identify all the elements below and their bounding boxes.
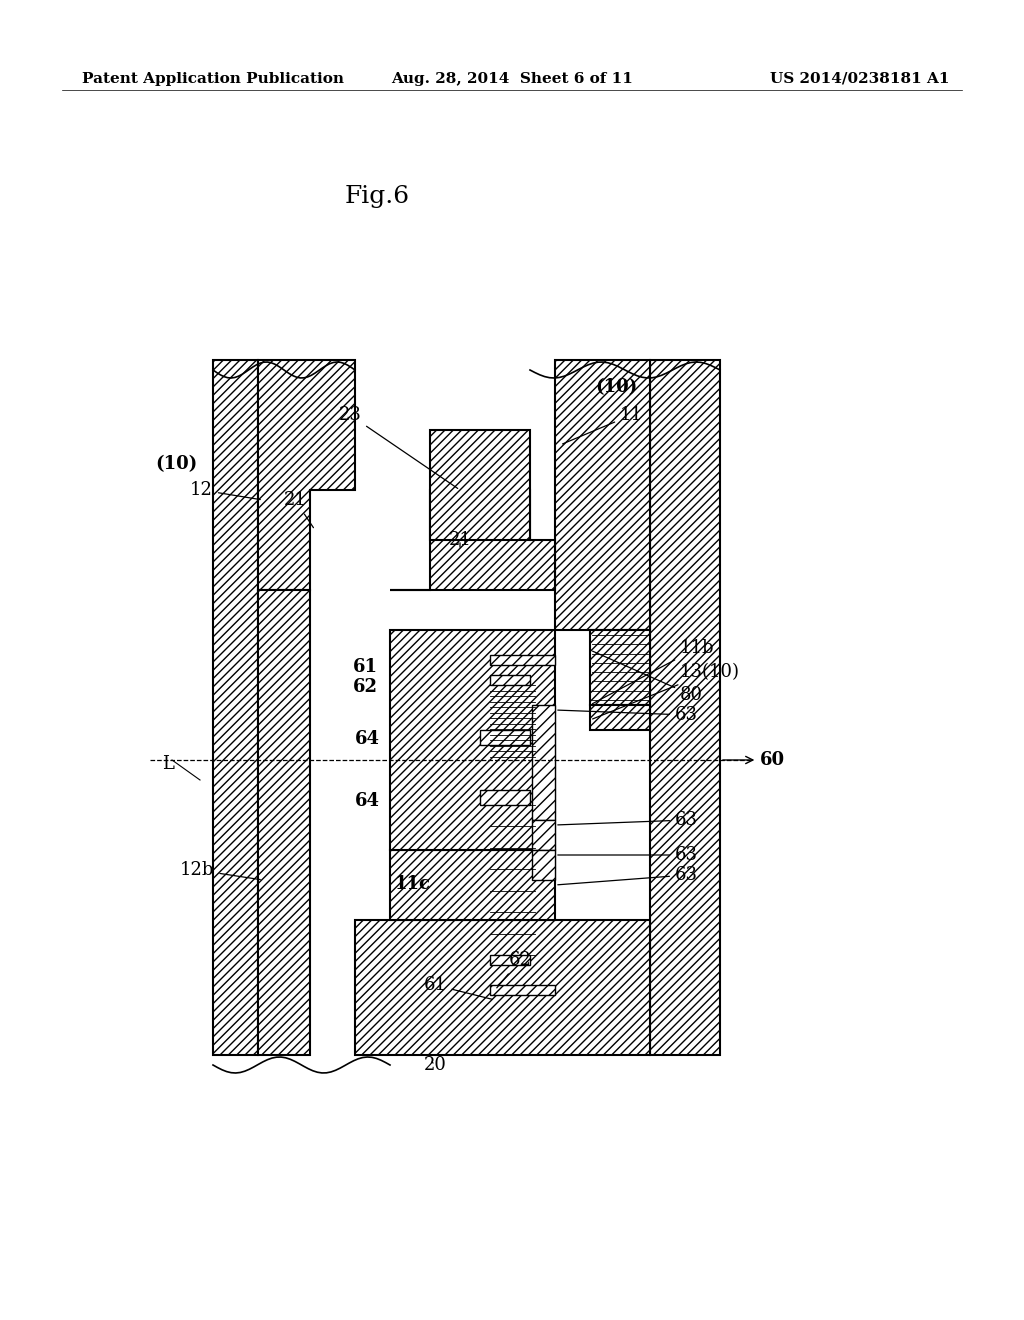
- Text: 80: 80: [593, 651, 703, 704]
- Text: 61: 61: [424, 975, 493, 999]
- Polygon shape: [590, 705, 650, 730]
- Polygon shape: [213, 360, 258, 1055]
- Polygon shape: [258, 360, 355, 590]
- Text: 13(10): 13(10): [593, 663, 740, 719]
- Text: (10): (10): [155, 455, 198, 473]
- Text: 23: 23: [339, 407, 458, 488]
- Text: US 2014/0238181 A1: US 2014/0238181 A1: [770, 73, 950, 86]
- Text: 62: 62: [497, 950, 531, 987]
- Text: 11: 11: [562, 407, 643, 444]
- Text: 63: 63: [558, 810, 698, 829]
- Polygon shape: [590, 630, 650, 705]
- Polygon shape: [532, 850, 555, 880]
- Polygon shape: [390, 490, 555, 590]
- Text: 61: 61: [353, 657, 378, 676]
- Polygon shape: [355, 920, 650, 1055]
- Polygon shape: [430, 430, 530, 540]
- Polygon shape: [490, 655, 555, 665]
- Polygon shape: [532, 705, 555, 820]
- Polygon shape: [480, 730, 530, 744]
- Text: 21: 21: [449, 531, 471, 549]
- Polygon shape: [490, 675, 530, 685]
- Polygon shape: [555, 360, 650, 630]
- Text: (10): (10): [595, 378, 637, 396]
- Polygon shape: [390, 630, 555, 850]
- Text: 64: 64: [355, 792, 380, 810]
- Polygon shape: [490, 954, 530, 965]
- Text: 60: 60: [723, 751, 785, 770]
- Text: Aug. 28, 2014  Sheet 6 of 11: Aug. 28, 2014 Sheet 6 of 11: [391, 73, 633, 86]
- Text: 64: 64: [355, 730, 380, 748]
- Text: 12b: 12b: [180, 861, 260, 879]
- Text: 11c: 11c: [395, 875, 431, 894]
- Text: Fig.6: Fig.6: [345, 185, 411, 209]
- Text: 62: 62: [353, 678, 378, 696]
- Text: 21: 21: [284, 491, 313, 528]
- Text: 63: 63: [558, 706, 698, 723]
- Text: 63: 63: [558, 846, 698, 865]
- Text: 63: 63: [558, 866, 698, 884]
- Polygon shape: [480, 789, 530, 805]
- Text: L: L: [162, 755, 174, 774]
- Text: 20: 20: [424, 1056, 446, 1074]
- Polygon shape: [490, 985, 555, 995]
- Text: 11b: 11b: [593, 639, 715, 704]
- Polygon shape: [258, 590, 310, 1055]
- Polygon shape: [532, 820, 555, 850]
- Text: 12: 12: [190, 480, 260, 499]
- Polygon shape: [390, 850, 555, 920]
- Text: Patent Application Publication: Patent Application Publication: [82, 73, 344, 86]
- Polygon shape: [650, 360, 720, 1055]
